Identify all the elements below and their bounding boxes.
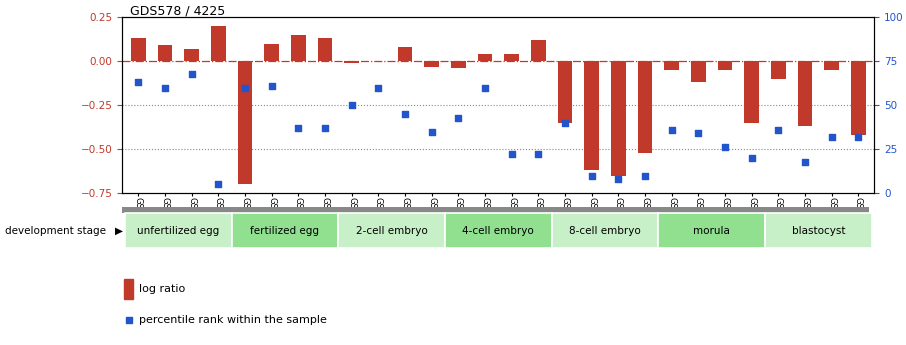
Bar <box>477 54 492 61</box>
Bar <box>184 49 199 61</box>
Bar <box>232 213 338 248</box>
Point <box>584 173 599 178</box>
Bar <box>771 61 786 79</box>
Bar <box>557 61 573 123</box>
Point <box>291 125 305 131</box>
Point <box>355 169 370 175</box>
Text: morula: morula <box>693 226 730 236</box>
Bar <box>552 213 659 248</box>
Bar <box>265 44 279 61</box>
Point <box>398 111 412 117</box>
Bar <box>659 213 765 248</box>
Point <box>638 173 652 178</box>
Bar <box>318 38 333 61</box>
Bar <box>451 61 466 68</box>
Bar <box>765 213 872 248</box>
Bar <box>664 61 679 70</box>
Bar <box>445 213 552 248</box>
Bar <box>158 46 172 61</box>
Bar <box>291 35 305 61</box>
Point <box>237 85 252 90</box>
Text: unfertilized egg: unfertilized egg <box>137 226 219 236</box>
Point <box>824 134 839 140</box>
Text: ▶: ▶ <box>115 226 123 236</box>
Point <box>664 127 679 132</box>
Point <box>344 102 359 108</box>
Point <box>531 152 545 157</box>
Point <box>797 159 812 164</box>
Text: blastocyst: blastocyst <box>792 226 845 236</box>
Bar <box>344 61 359 63</box>
Bar <box>718 61 732 70</box>
Text: log ratio: log ratio <box>139 284 185 294</box>
Bar <box>797 61 813 126</box>
Bar <box>531 40 545 61</box>
Bar <box>398 47 412 61</box>
Point <box>158 85 172 90</box>
Bar <box>584 61 599 170</box>
Point <box>371 85 386 90</box>
Bar <box>745 61 759 123</box>
Bar <box>424 61 439 67</box>
Point <box>505 152 519 157</box>
Point <box>185 71 199 76</box>
Text: percentile rank within the sample: percentile rank within the sample <box>139 315 326 325</box>
Bar <box>125 213 232 248</box>
Point <box>211 181 226 187</box>
Point <box>771 127 786 132</box>
Bar <box>505 54 519 61</box>
Bar <box>211 26 226 61</box>
Bar <box>237 61 252 184</box>
Bar <box>611 61 626 176</box>
Point <box>851 134 865 140</box>
Text: 2-cell embryo: 2-cell embryo <box>356 226 428 236</box>
Bar <box>124 279 133 299</box>
Point <box>691 131 706 136</box>
Text: 4-cell embryo: 4-cell embryo <box>462 226 535 236</box>
Text: GDS578 / 4225: GDS578 / 4225 <box>130 4 225 17</box>
Bar <box>122 207 869 213</box>
Point <box>424 129 439 135</box>
Point <box>131 80 146 85</box>
Point <box>745 155 759 161</box>
Point <box>451 115 466 120</box>
Bar <box>131 38 146 61</box>
Bar <box>824 61 839 70</box>
Point <box>558 120 573 126</box>
Bar <box>638 61 652 153</box>
Bar <box>691 61 706 82</box>
Point <box>718 145 732 150</box>
Point <box>611 176 625 182</box>
Point <box>318 125 333 131</box>
Bar <box>338 213 445 248</box>
Point <box>265 83 279 89</box>
Text: fertilized egg: fertilized egg <box>250 226 320 236</box>
Bar <box>851 61 865 135</box>
Text: development stage: development stage <box>5 226 105 236</box>
Text: 8-cell embryo: 8-cell embryo <box>569 226 641 236</box>
Point <box>477 85 492 90</box>
